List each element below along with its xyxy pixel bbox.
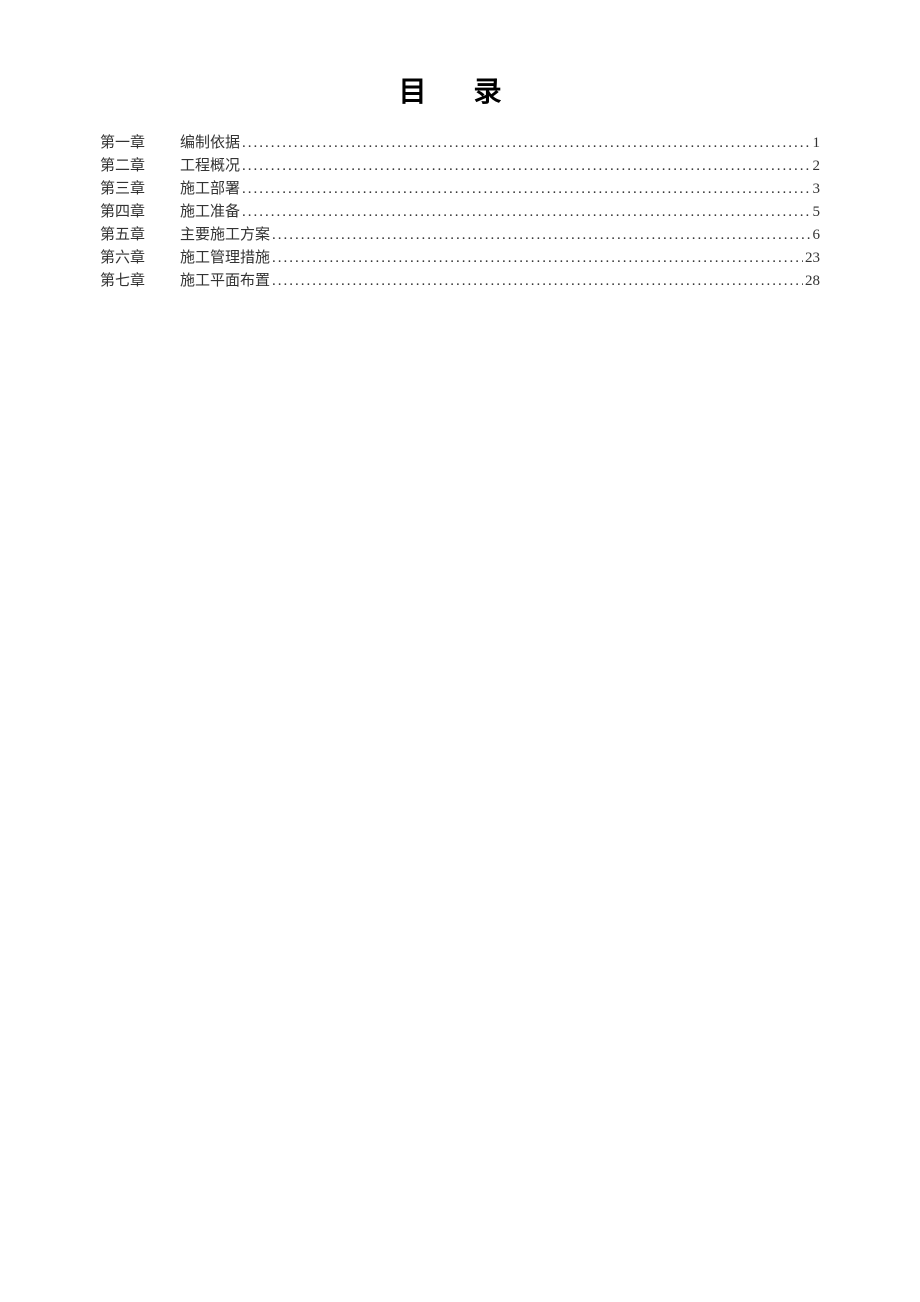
toc-row: 第一章 编制依据 1 — [100, 132, 820, 155]
toc-row: 第三章 施工部署 3 — [100, 178, 820, 201]
document-page: 目 录 第一章 编制依据 1 第二章 工程概况 2 第三章 施工部署 3 第四章… — [0, 0, 920, 293]
toc-entry-title: 主要施工方案 — [180, 224, 270, 247]
toc-chapter: 第四章 — [100, 201, 180, 224]
toc-row: 第七章 施工平面布置 28 — [100, 270, 820, 293]
toc-entry-title: 施工部署 — [180, 178, 240, 201]
toc-page-number: 23 — [805, 247, 820, 270]
toc-leader — [272, 224, 810, 247]
toc-leader — [242, 201, 810, 224]
toc-chapter: 第六章 — [100, 247, 180, 270]
toc-leader — [242, 178, 810, 201]
toc-page-number: 28 — [805, 270, 820, 293]
toc-page-number: 6 — [813, 224, 821, 247]
toc-leader — [272, 247, 803, 270]
toc-leader — [242, 132, 810, 155]
toc-chapter: 第二章 — [100, 155, 180, 178]
toc-chapter: 第三章 — [100, 178, 180, 201]
toc-row: 第四章 施工准备 5 — [100, 201, 820, 224]
toc-entry-title: 施工管理措施 — [180, 247, 270, 270]
toc-entry-title: 施工平面布置 — [180, 270, 270, 293]
toc-row: 第二章 工程概况 2 — [100, 155, 820, 178]
toc-leader — [272, 270, 803, 293]
toc-chapter: 第七章 — [100, 270, 180, 293]
toc-entry-title: 工程概况 — [180, 155, 240, 178]
toc-row: 第六章 施工管理措施 23 — [100, 247, 820, 270]
toc-page-number: 5 — [813, 201, 821, 224]
toc-list: 第一章 编制依据 1 第二章 工程概况 2 第三章 施工部署 3 第四章 施工准… — [100, 132, 820, 293]
toc-chapter: 第一章 — [100, 132, 180, 155]
toc-leader — [242, 155, 810, 178]
toc-page-number: 3 — [813, 178, 821, 201]
toc-chapter: 第五章 — [100, 224, 180, 247]
toc-entry-title: 施工准备 — [180, 201, 240, 224]
toc-page-number: 1 — [813, 132, 821, 155]
toc-entry-title: 编制依据 — [180, 132, 240, 155]
toc-page-number: 2 — [813, 155, 821, 178]
toc-title: 目 录 — [100, 70, 820, 110]
toc-row: 第五章 主要施工方案 6 — [100, 224, 820, 247]
